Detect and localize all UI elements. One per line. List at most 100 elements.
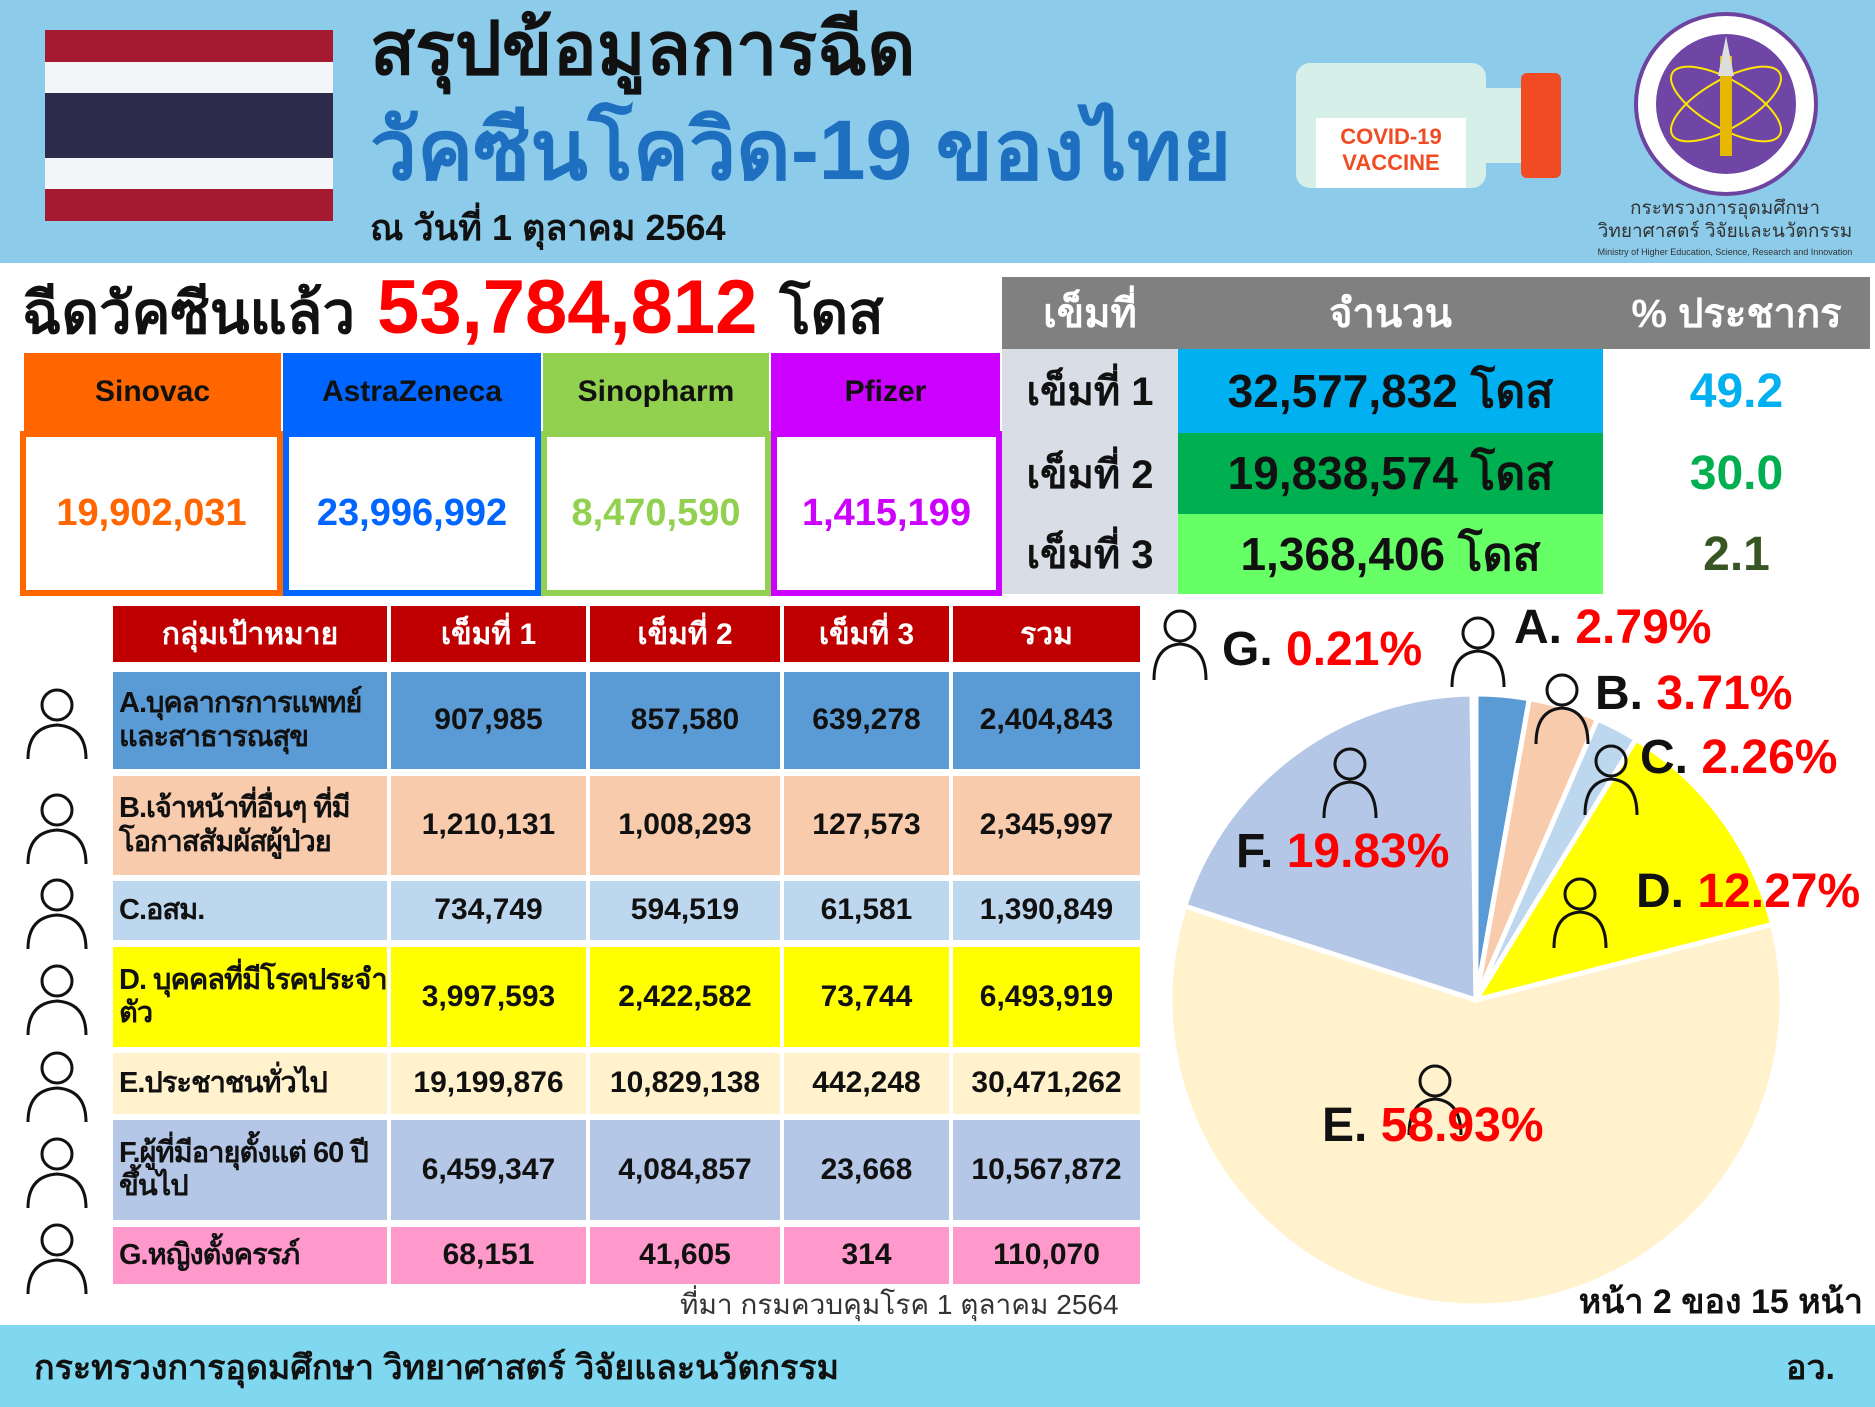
- pregnant-icon: [1152, 609, 1208, 681]
- group-e-label: E.ประชาชนทั่วไป: [111, 1051, 389, 1116]
- group-c-total: 1,390,849: [951, 879, 1142, 942]
- elderly-icon: [1322, 747, 1378, 819]
- dose-3-label: เข็มที่ 3: [1002, 514, 1178, 594]
- elderly-icon: [26, 1137, 88, 1209]
- pie-label-d: D. 12.27%: [1636, 865, 1861, 918]
- group-d-d2: 2,422,582: [588, 945, 782, 1049]
- officer-icon: [26, 793, 88, 864]
- group-g-total: 110,070: [951, 1225, 1142, 1286]
- group-f-d1: 6,459,347: [389, 1118, 588, 1222]
- group-header-0: กลุ่มเป้าหมาย: [111, 604, 389, 664]
- pie-label-c: C. 2.26%: [1640, 731, 1838, 784]
- group-e-total: 30,471,262: [951, 1051, 1142, 1116]
- group-c-d2: 594,519: [588, 879, 782, 942]
- group-d-total: 6,493,919: [951, 945, 1142, 1049]
- group-e-d3: 442,248: [782, 1051, 951, 1116]
- vaccine-vial-icon: COVID-19 VACCINE: [1296, 58, 1566, 193]
- pie-slice-d: [1470, 735, 1776, 1004]
- group-b-label: B.เจ้าหน้าที่อื่นๆ ที่มีโอกาสสัมผัสผู้ป่…: [111, 774, 389, 877]
- patient-bed-icon: [26, 964, 88, 1036]
- doctor-icon: [26, 688, 88, 759]
- group-b-d3: 127,573: [782, 774, 951, 877]
- ministry-name-th-2: วิทยาศาสตร์ วิจัยและนวัตกรรม: [1597, 221, 1853, 242]
- dose-3-percent: 2.1: [1603, 514, 1870, 594]
- vaccine-label: COVID-19 VACCINE: [1316, 118, 1466, 188]
- group-d-d3: 73,744: [782, 945, 951, 1049]
- footer-abbr: อว.: [1786, 1349, 1835, 1387]
- group-a-d3: 639,278: [782, 670, 951, 771]
- footer-banner: [0, 1325, 1875, 1407]
- dose-header-count: จำนวน: [1178, 277, 1603, 349]
- vaccine-value-sinopharm: 8,470,590: [541, 431, 771, 596]
- dose-2-count: 19,838,574 โดส: [1178, 433, 1603, 514]
- group-c-d1: 734,749: [389, 879, 588, 942]
- group-header-3: เข็มที่ 3: [782, 604, 951, 664]
- title-line-2: วัคซีนโควิด-19 ของไทย: [370, 103, 1232, 197]
- report-date: ณ วันที่ 1 ตุลาคม 2564: [370, 207, 726, 248]
- group-c-d3: 61,581: [782, 879, 951, 942]
- group-a-d2: 857,580: [588, 670, 782, 771]
- group-b-d2: 1,008,293: [588, 774, 782, 877]
- group-header-2: เข็มที่ 2: [588, 604, 782, 664]
- group-g-d1: 68,151: [389, 1225, 588, 1286]
- group-c-label: C.อสม.: [111, 879, 389, 942]
- dose-header-dose: เข็มที่: [1002, 277, 1178, 349]
- pie-label-f: F. 19.83%: [1236, 825, 1450, 878]
- vaccine-name-sinopharm: Sinopharm: [543, 353, 769, 431]
- group-f-total: 10,567,872: [951, 1118, 1142, 1222]
- group-a-label: A.บุคลากรการแพทย์ และสาธารณสุข: [111, 670, 389, 771]
- total-unit: โดส: [779, 281, 884, 346]
- dose-1-percent: 49.2: [1603, 349, 1870, 433]
- people-icon: [1407, 1064, 1463, 1136]
- group-f-label: F.ผู้ที่มีอายุตั้งแต่ 60 ปีขึ้นไป: [111, 1118, 389, 1222]
- officer-icon: [1534, 673, 1590, 745]
- vaccine-name-sinovac: Sinovac: [24, 353, 281, 431]
- vaccine-name-pfizer: Pfizer: [771, 353, 1000, 431]
- people-icon: [26, 1051, 88, 1122]
- group-f-d2: 4,084,857: [588, 1118, 782, 1222]
- footer-ministry: กระทรวงการอุดมศึกษา วิทยาศาสตร์ วิจัยและ…: [34, 1349, 840, 1387]
- group-g-label: G.หญิงตั้งครรภ์: [111, 1225, 389, 1286]
- ministry-name-th-1: กระทรวงการอุดมศึกษา: [1630, 198, 1820, 219]
- ministry-name-en: Ministry of Higher Education, Science, R…: [1597, 247, 1853, 257]
- dose-1-count: 32,577,832 โดส: [1178, 349, 1603, 433]
- group-d-label: D. บุคคลที่มีโรคประจำตัว: [111, 945, 389, 1049]
- group-g-d2: 41,605: [588, 1225, 782, 1286]
- total-doses: 53,784,812: [377, 265, 758, 350]
- pie-label-e: E. 58.93%: [1322, 1099, 1544, 1152]
- group-header-1: เข็มที่ 1: [389, 604, 588, 664]
- thai-flag-icon: [45, 30, 333, 221]
- source-note: ที่มา กรมควบคุมโรค 1 ตุลาคม 2564: [680, 1289, 1119, 1320]
- group-header-4: รวม: [951, 604, 1142, 664]
- group-g-d3: 314: [782, 1225, 951, 1286]
- doctor-icon: [1450, 616, 1506, 688]
- group-e-d2: 10,829,138: [588, 1051, 782, 1116]
- vaccine-value-astrazeneca: 23,996,992: [283, 431, 541, 596]
- group-e-d1: 19,199,876: [389, 1051, 588, 1116]
- group-a-d1: 907,985: [389, 670, 588, 771]
- pie-label-b: B. 3.71%: [1595, 667, 1793, 720]
- dose-2-label: เข็มที่ 2: [1002, 433, 1178, 514]
- total-label: ฉีดวัคซีนแล้ว: [22, 281, 356, 346]
- pie-slice-g: [1469, 691, 1479, 1001]
- group-d-d1: 3,997,593: [389, 945, 588, 1049]
- dose-2-percent: 30.0: [1603, 433, 1870, 514]
- group-a-total: 2,404,843: [951, 670, 1142, 771]
- patient-bed-icon: [1552, 877, 1608, 949]
- pie-slice-e: [1167, 903, 1785, 1309]
- title-line-1: สรุปข้อมูลการฉีด: [370, 7, 916, 90]
- dose-1-label: เข็มที่ 1: [1002, 349, 1178, 433]
- page-indicator: หน้า 2 ของ 15 หน้า: [1578, 1283, 1863, 1321]
- ministry-seal-logo: [1634, 12, 1818, 196]
- health-volunteer-icon: [1583, 744, 1639, 816]
- dose-3-count: 1,368,406 โดส: [1178, 514, 1603, 594]
- group-b-total: 2,345,997: [951, 774, 1142, 877]
- pregnant-icon: [26, 1223, 88, 1294]
- group-b-d1: 1,210,131: [389, 774, 588, 877]
- vaccine-name-astrazeneca: AstraZeneca: [283, 353, 541, 431]
- vaccine-value-pfizer: 1,415,199: [771, 431, 1002, 596]
- pie-label-g: G. 0.21%: [1222, 623, 1423, 676]
- total-row: ฉีดวัคซีนแล้ว 53,784,812 โดส: [22, 262, 884, 352]
- pie-label-a: A. 2.79%: [1514, 601, 1712, 654]
